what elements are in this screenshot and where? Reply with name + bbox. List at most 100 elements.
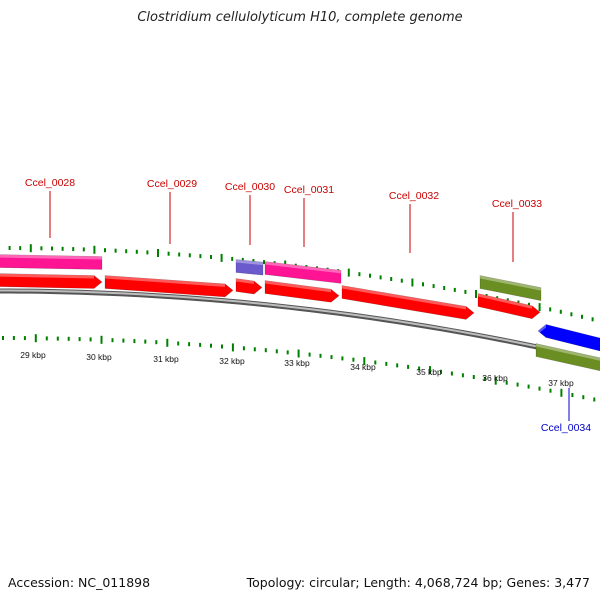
outer-tick [549, 307, 552, 312]
cds-arrow-ccel-0031[interactable] [264, 280, 340, 303]
inner-tick [286, 350, 289, 355]
inner-tick [242, 346, 245, 351]
outer-tick [188, 253, 191, 258]
inner-tick [2, 336, 4, 340]
outer-tick [475, 290, 477, 298]
inner-tick [210, 343, 212, 348]
outer-tick [210, 255, 212, 259]
gene-bar-ccel-0034[interactable] [535, 343, 600, 374]
gene-bar-ccel-0028[interactable] [0, 254, 103, 270]
map-title: Clostridium cellulolyticum H10, complete… [137, 10, 463, 25]
outer-tick [379, 275, 382, 280]
inner-tick [253, 347, 256, 352]
outer-tick [570, 312, 573, 317]
cds-arrow-ccel-0028[interactable] [0, 273, 103, 289]
inner-tick [221, 344, 223, 349]
cds-arrow-ccel-0034[interactable] [537, 324, 600, 354]
scale-label: 36 kbp [482, 373, 508, 383]
outer-tick [19, 246, 22, 251]
inner-tick [166, 338, 169, 347]
cds-arrow-ccel-0033-highlight [478, 293, 532, 309]
inner-tick [78, 337, 81, 342]
gene-bar-ccel-0030-highlight [236, 259, 263, 266]
gene-bar-ccel-0033[interactable] [479, 275, 542, 301]
inner-tick [133, 339, 136, 344]
outer-tick [146, 250, 149, 255]
inner-tick [461, 373, 464, 378]
outer-tick [390, 277, 393, 281]
outer-tick [72, 247, 75, 252]
cds-arrow-ccel-0033[interactable] [477, 293, 541, 320]
inner-tick [100, 335, 103, 344]
inner-tick [385, 361, 388, 366]
outer-tick [252, 259, 255, 263]
genome-summary-label: Topology: circular; Length: 4,068,724 bp… [246, 575, 590, 590]
gene-bar-ccel-0030[interactable] [235, 259, 264, 276]
outer-tick [411, 278, 414, 287]
gene-label-ccel-0030[interactable]: Ccel_0030 [225, 181, 275, 193]
inner-tick [494, 376, 497, 385]
inner-tick [330, 355, 333, 360]
outer-tick [61, 246, 64, 251]
inner-tick [319, 353, 322, 358]
gene-label-ccel-0032[interactable]: Ccel_0032 [389, 190, 439, 202]
outer-tick [199, 254, 202, 259]
inner-tick [483, 376, 486, 381]
gene-label-ccel-0034[interactable]: Ccel_0034 [541, 422, 591, 434]
cds-arrow-ccel-0034-highlight [538, 324, 546, 334]
inner-tick [450, 371, 453, 376]
cds-arrow-ccel-0030[interactable] [235, 278, 263, 295]
outer-tick [559, 309, 562, 314]
inner-tick [571, 393, 574, 397]
inner-tick [188, 342, 191, 347]
inner-tick [538, 386, 541, 391]
outer-tick [231, 256, 234, 261]
inner-tick [275, 349, 278, 354]
inner-tick [177, 341, 180, 346]
inner-tick [363, 357, 366, 366]
cds-arrow-ccel-0030-highlight [236, 278, 254, 284]
inner-tick [527, 384, 530, 389]
inner-tick [516, 382, 519, 387]
scale-label: 31 kbp [153, 354, 179, 364]
inner-tick [34, 334, 37, 343]
inner-tick [472, 375, 475, 379]
cds-arrow-ccel-0032[interactable] [341, 285, 475, 320]
gene-bar-ccel-0031[interactable] [264, 261, 342, 284]
outer-tick [581, 314, 583, 319]
gene-bar-ccel-0028-highlight [0, 254, 102, 260]
inner-tick [374, 360, 377, 365]
outer-tick [178, 252, 181, 257]
scale-label: 32 kbp [219, 356, 245, 366]
outer-tick [220, 253, 223, 262]
inner-tick [89, 337, 92, 342]
outer-tick [347, 268, 350, 277]
outer-tick [157, 249, 159, 257]
gene-label-ccel-0028[interactable]: Ccel_0028 [25, 177, 75, 189]
inner-tick [122, 338, 125, 343]
gene-label-ccel-0033[interactable]: Ccel_0033 [492, 198, 542, 210]
gene-label-ccel-0031[interactable]: Ccel_0031 [284, 184, 334, 196]
scale-label: 37 kbp [548, 378, 574, 388]
inner-tick [155, 340, 158, 345]
backbone-inner [0, 289, 600, 362]
outer-tick [167, 251, 170, 256]
cds-arrow-ccel-0029-highlight [105, 275, 225, 287]
inner-tick [12, 336, 15, 340]
outer-tick [93, 245, 96, 254]
outer-tick [104, 248, 106, 253]
outer-tick [114, 248, 117, 253]
outer-tick [135, 249, 138, 254]
inner-tick [407, 364, 410, 369]
gene-label-ccel-0029[interactable]: Ccel_0029 [147, 178, 197, 190]
outer-tick [538, 303, 541, 312]
inner-tick [264, 348, 267, 353]
accession-label: Accession: NC_011898 [8, 575, 151, 590]
inner-tick [593, 397, 596, 402]
inner-tick [341, 356, 344, 361]
scale-label: 30 kbp [86, 352, 112, 362]
outer-tick [8, 246, 11, 250]
outer-tick [82, 247, 85, 252]
cds-arrow-ccel-0029[interactable] [104, 275, 234, 298]
